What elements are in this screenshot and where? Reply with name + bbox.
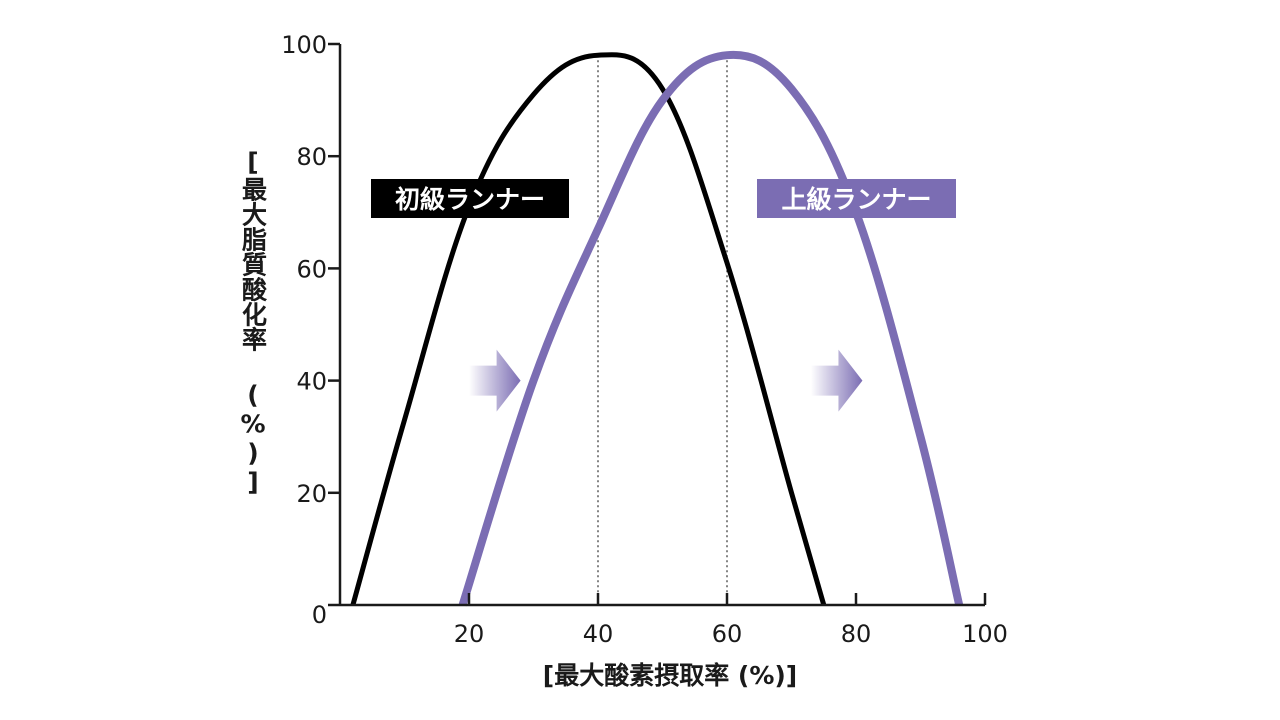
tick-labels: 0 20 40 60 80 100 20 40 60 80 100 (281, 31, 1008, 648)
y-tick-label: 100 (281, 31, 327, 59)
series-label-box (371, 179, 569, 218)
series-curves (350, 50, 964, 607)
y-tick-label: 60 (296, 255, 327, 283)
x-tick-label: 40 (583, 620, 614, 648)
y-axis-title: [最大脂質酸化率 (%)] (239, 148, 268, 497)
series-label-beginner: 初級ランナー (371, 179, 569, 218)
series-label-text: 上級ランナー (781, 185, 931, 214)
x-axis-title: [最大酸素摂取率 (%)] (543, 661, 797, 690)
y-tick-label: 80 (296, 143, 327, 171)
x-tick-label: 20 (454, 620, 485, 648)
y-tick-label: 0 (312, 601, 327, 629)
x-tick-label: 60 (712, 620, 743, 648)
x-tick-label: 80 (841, 620, 872, 648)
series-label-box (757, 179, 956, 218)
shift-right-arrow-1 (469, 349, 521, 412)
series-label-boxes: 初級ランナー 上級ランナー (371, 179, 956, 218)
series-label-text: 初級ランナー (395, 185, 545, 214)
y-tick-label: 40 (296, 368, 327, 396)
shift-right-arrow-2 (810, 349, 863, 412)
x-tick-label: 100 (962, 620, 1008, 648)
series-line-advanced (458, 50, 964, 607)
axis-ticks (328, 42, 987, 607)
annotation-arrows (469, 349, 863, 412)
peak-reference-lines (597, 55, 728, 605)
series-label-advanced: 上級ランナー (757, 179, 956, 218)
series-line-beginner (350, 52, 827, 606)
y-tick-label: 20 (296, 480, 327, 508)
